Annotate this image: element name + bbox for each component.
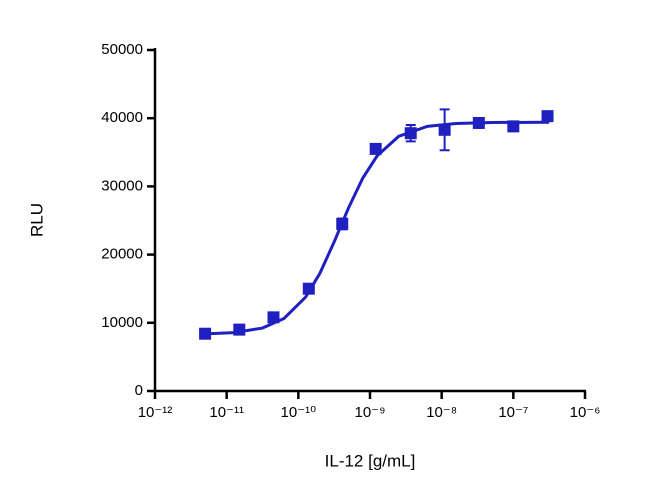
data-point: [438, 123, 451, 136]
y-axis-label: RLU: [27, 203, 46, 237]
data-point: [369, 142, 382, 155]
y-tick-label: 20000: [101, 246, 143, 263]
data-point: [541, 110, 554, 123]
x-axis-label: IL-12 [g/mL]: [325, 451, 416, 470]
y-tick-label: 0: [135, 382, 143, 399]
y-tick-label: 50000: [101, 41, 143, 58]
x-tick-label: 10⁻⁶: [570, 404, 601, 421]
x-tick-label: 10⁻⁷: [498, 404, 528, 421]
x-tick-label: 10⁻¹⁰: [281, 404, 317, 421]
y-tick-label: 10000: [101, 314, 143, 331]
fit-curve: [205, 120, 550, 336]
y-tick-label: 30000: [101, 177, 143, 194]
x-tick-label: 10⁻⁸: [426, 404, 457, 421]
x-tick-label: 10⁻¹²: [138, 404, 173, 421]
y-tick-label: 40000: [101, 109, 143, 126]
x-tick-label: 10⁻¹¹: [209, 404, 244, 421]
x-tick-label: 10⁻⁹: [354, 404, 385, 421]
